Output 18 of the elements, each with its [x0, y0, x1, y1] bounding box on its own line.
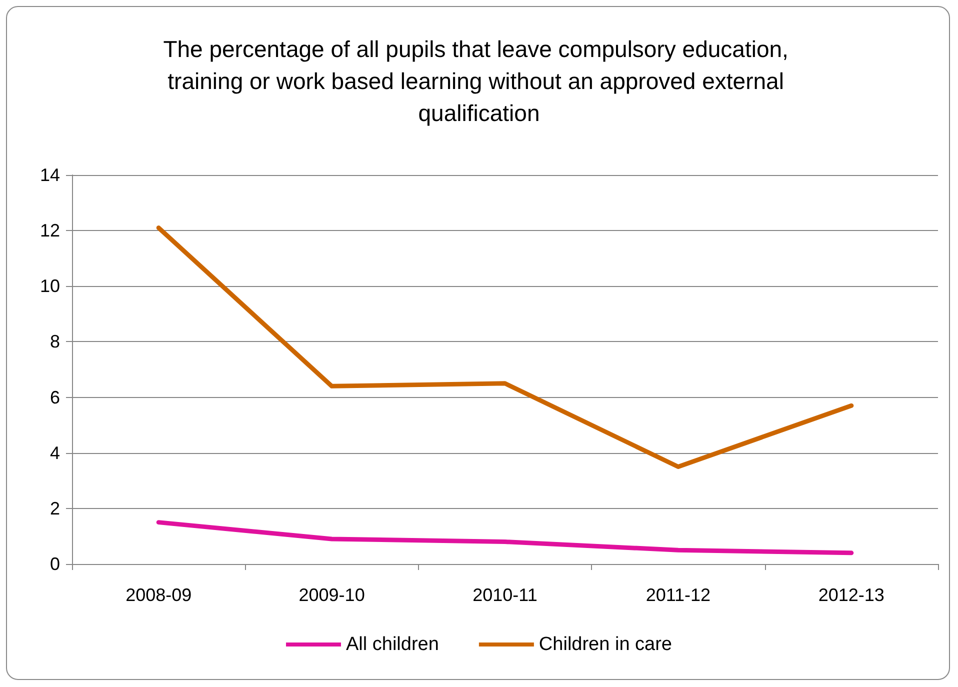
y-tick-label: 12	[40, 220, 60, 241]
y-tick-label: 2	[50, 498, 60, 518]
y-tick-label: 6	[50, 387, 60, 408]
legend-label: Children in care	[538, 634, 672, 655]
y-tick-label: 0	[50, 554, 60, 574]
legend-label: All children	[346, 634, 439, 655]
y-tick-label: 8	[50, 332, 60, 352]
x-tick-label: 2009-10	[298, 585, 365, 605]
y-tick-label: 4	[50, 442, 60, 463]
line-series	[156, 520, 854, 556]
x-tick-label: 2012-13	[818, 585, 884, 605]
x-tick-label: 2010-11	[472, 585, 538, 605]
x-tick-label: 2011-12	[646, 585, 711, 605]
x-tick-label: 2008-09	[126, 585, 192, 605]
y-tick-label: 14	[40, 165, 60, 185]
line-series	[156, 226, 854, 469]
chart-title: The percentage of all pupils that leave compulsory education, training or work based learning without an approved external qualification	[163, 36, 795, 126]
y-tick-label: 10	[40, 276, 60, 296]
